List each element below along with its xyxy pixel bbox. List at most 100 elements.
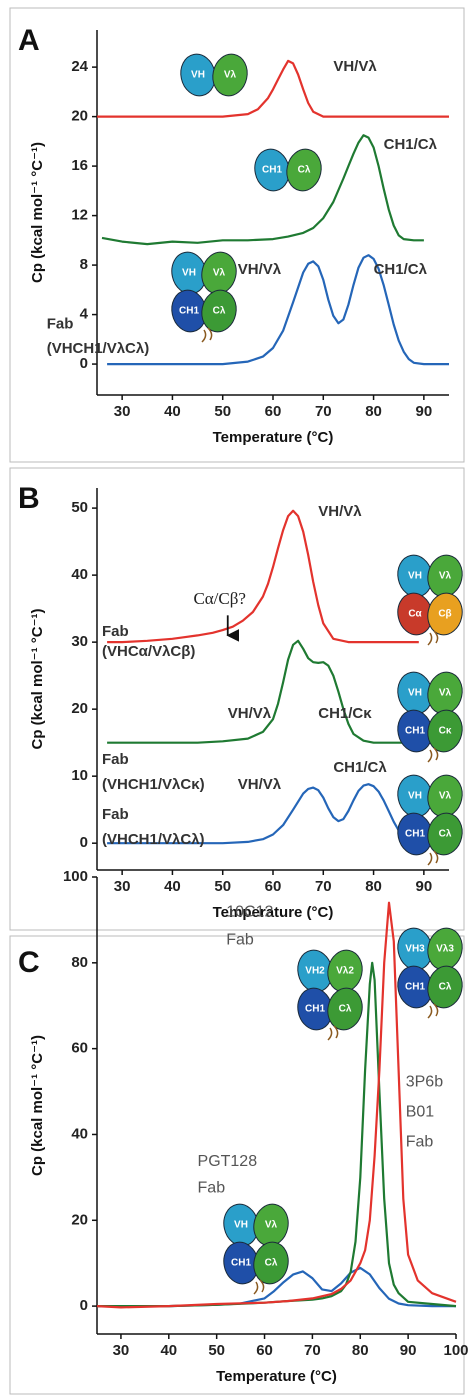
- y-tick-label: 20: [71, 108, 88, 125]
- y-tick-label: 16: [71, 157, 88, 174]
- y-tick-label: 0: [80, 355, 88, 372]
- annotation: Fab: [102, 806, 129, 823]
- x-tick-label: 50: [214, 403, 231, 420]
- x-tick-label: 60: [265, 403, 282, 420]
- x-tick-label: 40: [164, 403, 181, 420]
- y-tick-label: 10: [71, 767, 88, 784]
- domain-label: VH: [408, 571, 422, 582]
- series-line: [101, 134, 424, 246]
- annotation: Cα/Cβ?: [193, 589, 246, 608]
- annotation: VH/Vλ: [238, 776, 282, 793]
- domain-label: Cλ: [265, 1258, 278, 1269]
- annotation: CH1/Cλ: [384, 136, 438, 153]
- y-tick-label: 20: [71, 1211, 88, 1228]
- x-tick-label: 70: [315, 403, 332, 420]
- x-tick-label: 90: [416, 403, 433, 420]
- fab-icon: VH Vλ CH1 Cλ: [397, 774, 463, 866]
- y-tick-label: 24: [71, 58, 88, 75]
- annotation: Fab: [102, 751, 129, 768]
- x-tick-label: 50: [208, 1342, 225, 1359]
- x-axis-label: Temperature (°C): [213, 429, 334, 446]
- domain-label: Vλ: [213, 268, 226, 279]
- hinge: [201, 327, 213, 343]
- x-tick-label: 30: [113, 1342, 130, 1359]
- domain-label: VH: [408, 688, 422, 699]
- annotation: Fab: [102, 623, 129, 640]
- domain: [201, 289, 237, 333]
- annotation: Fab: [406, 1133, 434, 1150]
- annotation: CH1/Cλ: [333, 759, 387, 776]
- domain-label: CH1: [405, 726, 425, 737]
- series-line: [107, 509, 419, 644]
- annotation: (VHCα/VλCβ): [102, 643, 195, 660]
- annotation: 3P6b: [406, 1073, 443, 1090]
- x-tick-label: 30: [114, 878, 131, 895]
- annotation: CH1/Cλ: [374, 261, 428, 278]
- panel-letter: C: [18, 946, 40, 979]
- x-tick-label: 70: [304, 1342, 321, 1359]
- fab-icon: VH Vλ CH1 Cλ: [171, 251, 237, 343]
- annotation: PGT128: [198, 1153, 258, 1170]
- annotation: (VHCH1/VλCκ): [102, 776, 205, 793]
- domain-label: VH: [191, 70, 205, 81]
- domain-label: Cλ: [439, 829, 452, 840]
- x-tick-label: 60: [256, 1342, 273, 1359]
- x-tick-label: 50: [214, 878, 231, 895]
- x-axis-label: Temperature (°C): [216, 1368, 337, 1385]
- domain: [327, 987, 363, 1031]
- x-tick-label: 80: [365, 878, 382, 895]
- x-axis-label: Temperature (°C): [213, 904, 334, 921]
- domain-label: Cλ: [439, 982, 452, 993]
- domain-label: CH1: [231, 1258, 251, 1269]
- domain-label: VH: [234, 1220, 248, 1231]
- x-tick-label: 40: [160, 1342, 177, 1359]
- fab-icon: CH1 Cλ: [254, 148, 322, 192]
- x-tick-label: 100: [443, 1342, 468, 1359]
- annotation: (VHCH1/VλCλ): [102, 831, 205, 848]
- x-tick-label: 60: [265, 878, 282, 895]
- domain-label: Vλ: [224, 70, 237, 81]
- domain-label: Cλ: [298, 165, 311, 176]
- fab-icon: VH Vλ CH1 Cλ: [223, 1203, 289, 1295]
- y-tick-label: 30: [71, 633, 88, 650]
- hinge: [253, 1279, 265, 1295]
- domain-label: Cλ: [213, 306, 226, 317]
- y-tick-label: 0: [80, 1297, 88, 1314]
- y-tick-label: 12: [71, 207, 88, 224]
- domain: [212, 53, 248, 97]
- annotation: Fab: [47, 315, 74, 332]
- annotation: CH1/Cκ: [318, 705, 372, 722]
- series-line: [96, 901, 457, 1309]
- annotation: 10C12: [226, 903, 273, 920]
- domain-label: CH1: [262, 165, 282, 176]
- domain: [427, 965, 463, 1009]
- panel-frame: [9, 935, 465, 1395]
- domain-label: Vλ: [265, 1220, 278, 1231]
- domain: [427, 709, 463, 753]
- y-tick-label: 40: [71, 1125, 88, 1142]
- y-axis-label: Cp (kcal mol⁻¹ °C⁻¹): [29, 142, 46, 283]
- hinge: [327, 1025, 339, 1041]
- annotation: B01: [406, 1103, 435, 1120]
- fab-icon: VH2 Vλ2 CH1 Cλ: [297, 949, 363, 1041]
- domain: [427, 592, 463, 636]
- domain-label: VH2: [305, 966, 325, 977]
- series-line: [107, 254, 449, 366]
- domain-label: VH: [182, 268, 196, 279]
- y-tick-label: 50: [71, 499, 88, 516]
- fab-icon: VH Vλ: [180, 53, 248, 97]
- x-tick-label: 40: [164, 878, 181, 895]
- domain-label: CH1: [405, 982, 425, 993]
- y-axis-label: Cp (kcal mol⁻¹ °C⁻¹): [29, 1035, 46, 1176]
- y-tick-label: 40: [71, 566, 88, 583]
- domain-label: CH1: [179, 306, 199, 317]
- domain-label: Cα: [408, 609, 422, 620]
- hinge: [427, 747, 439, 763]
- annotation: VH/Vλ: [228, 705, 272, 722]
- y-tick-label: 4: [80, 306, 89, 323]
- domain-label: Vλ3: [436, 944, 454, 955]
- x-tick-label: 90: [400, 1342, 417, 1359]
- annotation: VH/Vλ: [333, 58, 377, 75]
- domain-label: Cλ: [339, 1004, 352, 1015]
